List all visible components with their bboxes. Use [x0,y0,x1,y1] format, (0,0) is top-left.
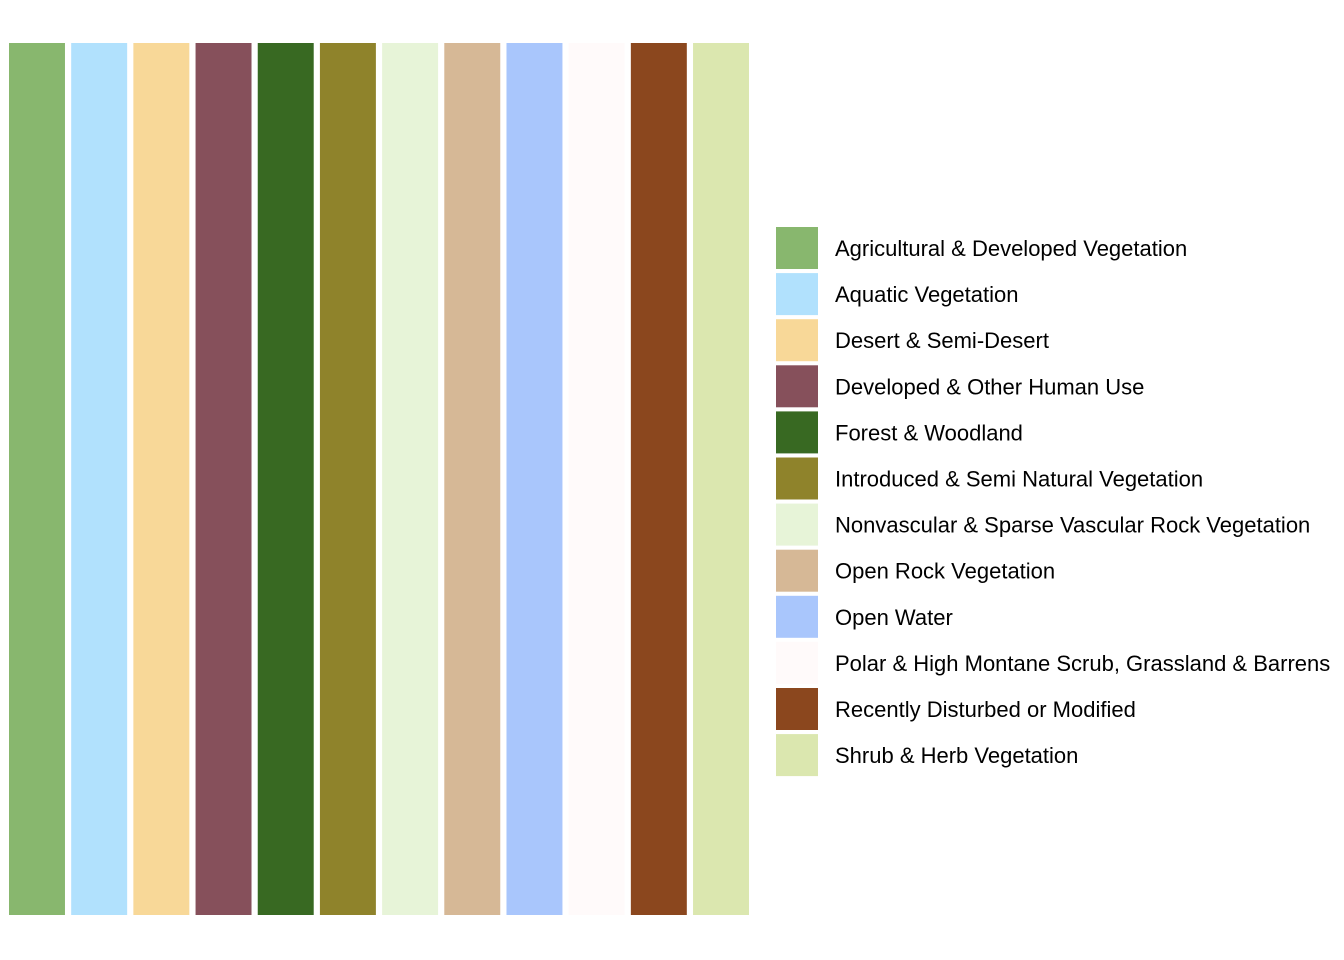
legend-item: Shrub & Herb Vegetation [776,734,1078,777]
bar-4 [195,43,252,915]
legend-label: Desert & Semi-Desert [835,328,1049,353]
bar-10 [568,43,625,915]
legend-key [776,273,818,316]
legend-key [776,688,818,730]
legend-label: Shrub & Herb Vegetation [835,743,1078,768]
bar-1 [9,43,65,915]
legend-item: Polar & High Montane Scrub, Grassland & … [776,641,1330,684]
legend-item: Aquatic Vegetation [776,273,1018,316]
bar-2 [71,43,128,915]
legend-key [776,227,818,269]
legend-item: Open Water [776,595,953,638]
legend-key [776,641,818,684]
legend-item: Recently Disturbed or Modified [776,688,1136,730]
legend-label: Agricultural & Developed Vegetation [835,236,1187,261]
legend-label: Recently Disturbed or Modified [835,697,1136,722]
legend-key [776,411,818,454]
legend-key [776,549,818,592]
legend-key [776,595,818,638]
legend-item: Open Rock Vegetation [776,549,1055,592]
legend-key [776,457,818,500]
legend-label: Open Rock Vegetation [835,559,1055,584]
legend-label: Introduced & Semi Natural Vegetation [835,467,1203,492]
legend-key [776,365,818,408]
legend-item: Agricultural & Developed Vegetation [776,227,1187,269]
legend-item: Introduced & Semi Natural Vegetation [776,457,1203,500]
legend-label: Developed & Other Human Use [835,374,1144,399]
legend-label: Forest & Woodland [835,420,1023,445]
legend-key [776,503,818,546]
legend-label: Open Water [835,605,953,630]
bar-11 [630,43,687,915]
legend-label: Polar & High Montane Scrub, Grassland & … [835,651,1330,676]
legend-item: Desert & Semi-Desert [776,319,1049,362]
legend-label: Nonvascular & Sparse Vascular Rock Veget… [835,513,1310,538]
legend-item: Developed & Other Human Use [776,365,1144,408]
bar-9 [506,43,563,915]
bar-12 [693,43,749,915]
legend-key [776,319,818,362]
legend-key [776,734,818,777]
legend-item: Nonvascular & Sparse Vascular Rock Veget… [776,503,1310,546]
bar-6 [319,43,376,915]
legend-label: Aquatic Vegetation [835,282,1018,307]
legend: Agricultural & Developed Vegetation Aquat… [776,227,1330,777]
bar-5 [257,43,314,915]
bars-layer [9,43,749,915]
bar-7 [382,43,439,915]
bar-3 [133,43,190,915]
legend-item: Forest & Woodland [776,411,1023,454]
bar-8 [444,43,501,915]
